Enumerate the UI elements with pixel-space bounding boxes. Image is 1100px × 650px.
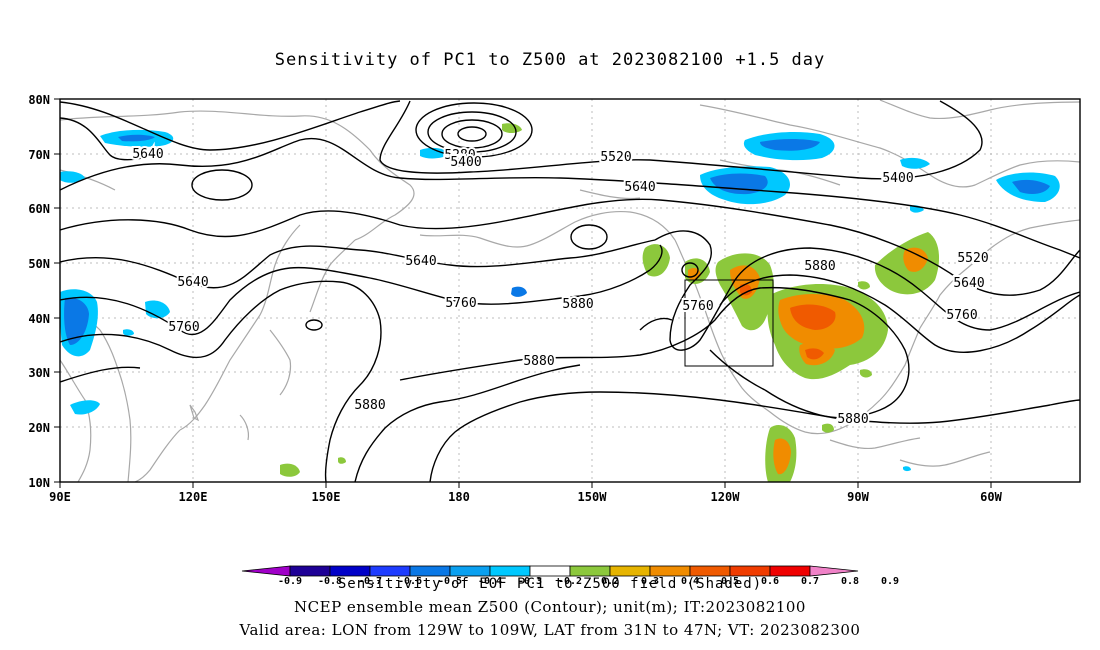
colorbar-label: 0.2 — [601, 576, 619, 587]
contour-label: 5880 — [523, 354, 554, 369]
colorbar-swatch — [369, 565, 411, 577]
colorbar-swatch — [289, 565, 331, 577]
colorbar-label: -0.3 — [518, 576, 542, 587]
lon-label: 90E — [49, 490, 71, 504]
colorbar-label: 0.8 — [841, 576, 859, 587]
colorbar-swatch — [769, 565, 811, 577]
colorbar-swatch — [569, 565, 611, 577]
lat-label: 10N — [28, 476, 50, 490]
colorbar-label: 0.6 — [761, 576, 779, 587]
colorbar-label: -0.5 — [438, 576, 462, 587]
contour-label: 5880 — [837, 412, 868, 427]
colorbar-swatch — [449, 565, 491, 577]
contour-label: 5760 — [946, 308, 977, 323]
map-title: Sensitivity of PC1 to Z500 at 2023082100… — [274, 50, 826, 70]
colorbar-swatch — [529, 565, 571, 577]
lon-label: 150W — [578, 490, 608, 504]
contour-label: 5400 — [882, 171, 913, 186]
colorbar-label: 0.9 — [881, 576, 899, 587]
contour-label: 5280 — [444, 148, 475, 163]
z500-contours — [60, 100, 1080, 482]
colorbar-label: -0.6 — [398, 576, 422, 587]
gridlines — [60, 99, 1080, 482]
footer-valid-area: Valid area: LON from 129W to 109W, LAT f… — [239, 621, 861, 639]
contour-label: 5520 — [600, 150, 631, 165]
colorbar-label: 0.7 — [801, 576, 819, 587]
contour-label: 5880 — [562, 297, 593, 312]
contour-label: 5760 — [682, 299, 713, 314]
contour-label: 5880 — [804, 259, 835, 274]
colorbar-label: -0.8 — [318, 576, 342, 587]
colorbar-label: 0.5 — [721, 576, 739, 587]
positive-shading — [280, 123, 940, 482]
colorbar-swatch — [689, 565, 731, 577]
lat-label: 30N — [28, 366, 50, 380]
lon-label: 180 — [448, 490, 470, 504]
colorbar-swatch — [649, 565, 691, 577]
lat-axis: 80N 70N 60N 50N 40N 30N 20N 10N — [28, 93, 50, 490]
lon-axis: 90E 120E 150E 180 150W 120W 90W 60W — [49, 490, 1002, 504]
contour-label: 5640 — [132, 147, 163, 162]
colorbar-label: -0.7 — [358, 576, 382, 587]
lon-label: 150E — [312, 490, 341, 504]
colorbar-label: 0.4 — [681, 576, 699, 587]
lat-label: 20N — [28, 421, 50, 435]
colorbar-label: 0.3 — [641, 576, 659, 587]
valid-area-box — [684, 279, 774, 367]
footer-contour-caption: NCEP ensemble mean Z500 (Contour); unit(… — [294, 598, 806, 616]
colorbar-label: -0.9 — [278, 576, 302, 587]
contour-label: 5640 — [177, 275, 208, 290]
colorbar-label: -0.2 — [558, 576, 582, 587]
lon-label: 120W — [711, 490, 741, 504]
contour-label: 5520 — [957, 251, 988, 266]
colorbar-swatch — [409, 565, 451, 577]
lon-label: 120E — [179, 490, 208, 504]
colorbar-swatch — [609, 565, 651, 577]
coastlines — [60, 99, 1080, 482]
colorbar-swatch — [489, 565, 531, 577]
colorbar-label: -0.4 — [478, 576, 502, 587]
contour-label: 5640 — [405, 254, 436, 269]
colorbar-swatch — [729, 565, 771, 577]
lat-label: 60N — [28, 202, 50, 216]
contour-label: 5760 — [445, 296, 476, 311]
lon-label: 60W — [980, 490, 1002, 504]
lat-label: 40N — [28, 312, 50, 326]
map-frame — [60, 99, 1080, 482]
colorbar: -0.9 -0.8 -0.7 -0.6 -0.5 -0.4 -0.3 -0.2 0.2 0.3 0.… — [241, 565, 899, 587]
footer-shading-caption: Sensitivity of EOF PC1 to Z500 field (Sh… — [337, 576, 763, 592]
contour-label: 5400 — [450, 155, 481, 170]
contour-label: 5880 — [354, 398, 385, 413]
lat-label: 50N — [28, 257, 50, 271]
lat-label: 80N — [28, 93, 50, 107]
lon-label: 90W — [847, 490, 869, 504]
contour-label: 5640 — [953, 276, 984, 291]
contour-label: 5640 — [624, 180, 655, 195]
colorbar-low-triangle — [241, 565, 291, 577]
colorbar-swatch — [329, 565, 371, 577]
colorbar-high-triangle — [809, 565, 859, 577]
lat-label: 70N — [28, 148, 50, 162]
contour-label: 5760 — [168, 320, 199, 335]
